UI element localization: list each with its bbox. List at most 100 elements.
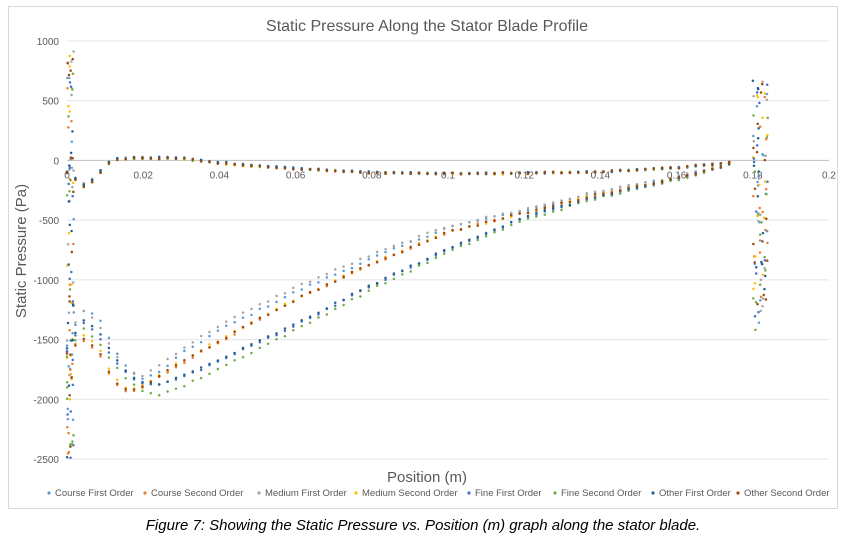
data-point [68, 54, 71, 58]
data-point [157, 374, 161, 378]
data-point [325, 283, 329, 286]
data-point [350, 266, 354, 270]
data-point [292, 168, 295, 171]
data-point [758, 101, 761, 105]
data-point [677, 175, 681, 179]
data-point [266, 166, 270, 169]
data-point [711, 167, 714, 171]
legend-marker [736, 491, 740, 495]
data-point [258, 316, 262, 320]
data-point [82, 327, 86, 330]
x-tick-label: 0.04 [210, 170, 230, 181]
data-point [90, 344, 94, 347]
data-point [132, 156, 136, 160]
data-point [283, 302, 287, 306]
data-point [560, 199, 563, 202]
data-point [233, 330, 236, 334]
data-point [333, 280, 337, 283]
data-point [68, 65, 71, 68]
data-point [543, 206, 547, 210]
data-point [70, 166, 74, 170]
data-point [107, 370, 111, 373]
data-point [65, 380, 69, 384]
data-point [719, 165, 723, 169]
data-point [71, 72, 75, 76]
data-point [191, 341, 194, 344]
data-point [157, 157, 161, 161]
data-point [300, 324, 303, 328]
data-point [141, 374, 144, 378]
data-point [484, 222, 488, 225]
data-point [526, 214, 530, 218]
data-point [677, 166, 681, 170]
data-point [300, 318, 303, 322]
data-point [266, 335, 270, 338]
data-point [82, 321, 86, 325]
y-axis-tick-labels: 1000 500 0 -500 -1000 -1500 -2000 -2500 [33, 37, 59, 466]
data-point [141, 389, 144, 393]
data-point [317, 281, 320, 284]
data-point [71, 130, 74, 133]
data-point [757, 174, 761, 177]
data-point [308, 283, 312, 286]
data-point [375, 254, 379, 257]
data-point [752, 134, 755, 138]
data-point [74, 344, 77, 347]
x-tick-label: 0.12 [514, 170, 534, 181]
data-point [67, 431, 70, 435]
data-point [560, 201, 563, 205]
data-point [510, 223, 513, 227]
data-point [292, 300, 295, 304]
data-point [501, 217, 505, 220]
data-point [501, 171, 505, 174]
data-point [74, 321, 77, 324]
data-point [763, 92, 767, 95]
data-point [755, 94, 759, 97]
data-point [535, 171, 538, 175]
data-point [208, 372, 211, 375]
data-point [585, 196, 588, 200]
data-point [71, 362, 74, 366]
data-point [752, 146, 755, 150]
data-point [65, 76, 69, 80]
data-point [761, 297, 765, 300]
data-point [250, 164, 253, 168]
data-point [350, 262, 354, 266]
data-point [752, 297, 755, 300]
data-point [67, 365, 70, 368]
legend: Course First Order Course Second Order Med… [47, 488, 830, 499]
data-point [233, 320, 236, 324]
data-point [149, 380, 153, 384]
data-point [342, 275, 345, 279]
data-point [65, 171, 69, 174]
data-point [585, 171, 588, 174]
data-point [702, 163, 706, 167]
data-point [577, 199, 580, 202]
data-point [68, 300, 71, 303]
data-point [208, 334, 211, 338]
data-point [191, 379, 194, 382]
data-point [258, 307, 262, 311]
data-point [325, 285, 329, 288]
data-point [367, 286, 370, 289]
data-point [71, 57, 74, 61]
legend-item: Fine First Order [467, 488, 542, 499]
data-point [359, 289, 362, 292]
data-point [375, 250, 379, 254]
data-point [518, 171, 521, 175]
data-point [526, 206, 530, 210]
data-point [66, 61, 69, 65]
data-point [250, 342, 253, 346]
data-point [434, 231, 438, 235]
legend-item: Other Second Order [736, 488, 830, 499]
data-point [765, 136, 769, 139]
data-point [765, 229, 769, 233]
x-tick-label: 0.08 [362, 170, 382, 181]
x-tick-label: 0 [64, 170, 70, 181]
data-point [68, 398, 72, 401]
data-point [518, 212, 521, 215]
data-point [68, 166, 72, 169]
data-point [66, 417, 70, 421]
data-point [752, 140, 756, 143]
data-point [677, 178, 681, 182]
